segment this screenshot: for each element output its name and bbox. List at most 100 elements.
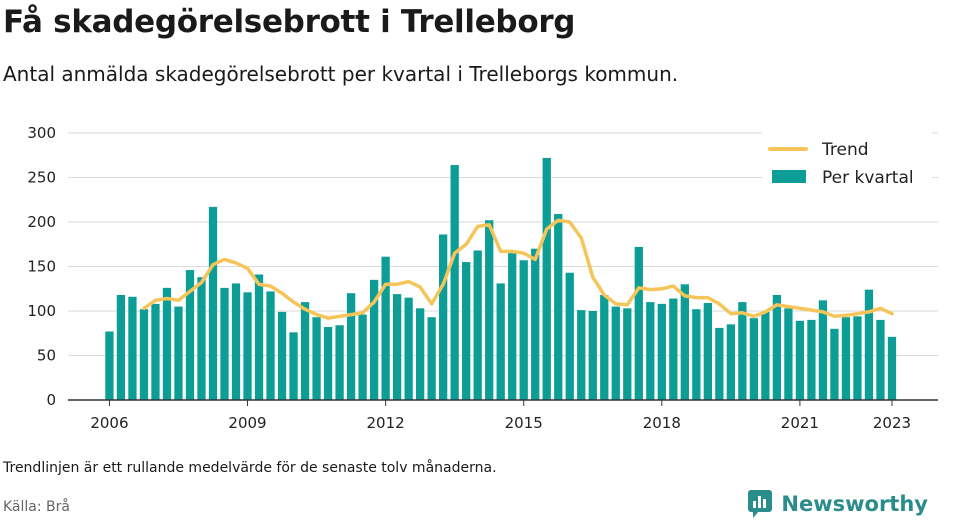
bar-per-kvartal bbox=[404, 297, 413, 400]
bar-per-kvartal bbox=[369, 279, 379, 400]
y-tick-label: 100 bbox=[27, 302, 56, 320]
brand-name: Newsworthy bbox=[781, 492, 928, 516]
bar-per-kvartal bbox=[818, 300, 828, 400]
bar-per-kvartal bbox=[116, 294, 126, 400]
bar-per-kvartal bbox=[703, 302, 712, 400]
bar-per-kvartal bbox=[231, 283, 241, 400]
newsworthy-logo-icon bbox=[748, 490, 773, 518]
bar-per-kvartal bbox=[174, 306, 183, 400]
bar-per-kvartal bbox=[289, 332, 298, 400]
chart-subtitle: Antal anmälda skadegörelsebrott per kvar… bbox=[3, 62, 679, 86]
legend-trend-label: Trend bbox=[821, 140, 869, 160]
bar-per-kvartal bbox=[784, 308, 793, 400]
bar-per-kvartal bbox=[669, 298, 678, 400]
bar-per-kvartal bbox=[646, 302, 655, 400]
bar-per-kvartal bbox=[185, 270, 195, 400]
bar-per-kvartal bbox=[346, 293, 356, 400]
bar-per-kvartal bbox=[761, 311, 770, 400]
legend: Trend Per kvartal bbox=[762, 130, 932, 196]
bar-per-kvartal bbox=[807, 319, 816, 400]
bar-per-kvartal bbox=[496, 283, 505, 400]
bar-per-kvartal bbox=[715, 327, 724, 400]
x-tick-label: 2006 bbox=[90, 414, 128, 432]
bar-per-kvartal bbox=[726, 324, 735, 400]
chart-title: Få skadegörelsebrott i Trelleborg bbox=[3, 4, 576, 40]
bar-per-kvartal bbox=[554, 213, 563, 400]
bar-per-kvartal bbox=[381, 256, 390, 400]
bar-per-kvartal bbox=[266, 291, 275, 400]
bar-per-kvartal bbox=[197, 277, 206, 400]
bar-per-kvartal bbox=[139, 309, 149, 400]
newsworthy-logo[interactable]: Newsworthy bbox=[747, 489, 928, 519]
bar-per-kvartal bbox=[416, 308, 425, 400]
axes: 0 50 100 150 200 250 300 2006 2009 2012 2015 2018 20… bbox=[27, 124, 938, 432]
bar-per-kvartal bbox=[462, 262, 471, 400]
bar-per-kvartal bbox=[692, 309, 701, 400]
y-tick-label: 200 bbox=[27, 213, 56, 231]
bar-per-kvartal bbox=[542, 157, 551, 400]
bar-per-kvartal bbox=[151, 303, 160, 400]
y-tick-label: 250 bbox=[27, 169, 56, 187]
bar-per-kvartal bbox=[531, 248, 540, 400]
bar-per-kvartal bbox=[323, 327, 333, 400]
bar-per-kvartal bbox=[312, 317, 321, 400]
y-tick-label: 150 bbox=[27, 258, 56, 276]
bar-per-kvartal bbox=[208, 206, 218, 400]
source-credit: Källa: Brå bbox=[3, 499, 70, 515]
trend-series bbox=[142, 218, 894, 320]
bar-per-kvartal bbox=[335, 325, 344, 400]
bar-per-kvartal bbox=[565, 272, 574, 400]
bar-per-kvartal bbox=[657, 303, 666, 400]
bar-per-kvartal bbox=[749, 318, 759, 400]
bar-per-kvartal bbox=[623, 308, 632, 400]
bar-series bbox=[105, 157, 897, 400]
bar-per-kvartal bbox=[772, 294, 782, 400]
bar-per-kvartal bbox=[841, 317, 851, 400]
bar-per-kvartal bbox=[358, 314, 367, 400]
footnote: Trendlinjen är ett rullande medelvärde f… bbox=[3, 460, 497, 476]
bar-per-kvartal bbox=[634, 246, 643, 400]
x-tick-label: 2023 bbox=[873, 414, 911, 432]
bar-per-kvartal bbox=[876, 319, 885, 400]
bar-per-kvartal bbox=[243, 292, 252, 400]
bar-per-kvartal bbox=[795, 320, 805, 400]
bar-per-kvartal bbox=[427, 317, 436, 400]
bar-per-kvartal bbox=[519, 260, 528, 400]
legend-bars-label: Per kvartal bbox=[822, 168, 914, 188]
legend-bars-swatch bbox=[772, 170, 806, 183]
y-tick-label: 50 bbox=[37, 347, 56, 365]
x-tick-label: 2015 bbox=[505, 414, 543, 432]
bar-per-kvartal bbox=[392, 294, 402, 400]
bar-per-kvartal bbox=[611, 306, 620, 400]
x-tick-label: 2009 bbox=[228, 414, 266, 432]
bar-per-kvartal bbox=[508, 253, 517, 400]
bar-per-kvartal bbox=[588, 311, 597, 400]
bar-per-kvartal bbox=[577, 310, 586, 400]
bar-per-kvartal bbox=[300, 302, 310, 400]
y-tick-label: 300 bbox=[27, 124, 56, 142]
bar-per-kvartal bbox=[254, 274, 264, 400]
bar-per-kvartal bbox=[220, 287, 229, 400]
bar-per-kvartal bbox=[105, 331, 114, 400]
bar-per-kvartal bbox=[128, 296, 137, 400]
bar-per-kvartal bbox=[450, 165, 459, 400]
bar-per-kvartal bbox=[864, 289, 874, 400]
bar-per-kvartal bbox=[887, 336, 897, 400]
bar-per-kvartal bbox=[680, 284, 689, 400]
bar-per-kvartal bbox=[473, 250, 482, 400]
bar-per-kvartal bbox=[277, 311, 287, 400]
bar-per-kvartal bbox=[853, 316, 862, 400]
legend-background bbox=[762, 130, 932, 196]
bar-per-kvartal bbox=[738, 302, 747, 400]
x-tick-label: 2021 bbox=[781, 414, 819, 432]
y-tick-label: 0 bbox=[46, 391, 56, 409]
chart-area: 0 50 100 150 200 250 300 2006 2009 2012 2015 2018 20… bbox=[27, 124, 938, 432]
bar-per-kvartal bbox=[830, 328, 839, 400]
x-tick-label: 2018 bbox=[643, 414, 681, 432]
bar-per-kvartal bbox=[162, 287, 172, 400]
x-tick-label: 2012 bbox=[367, 414, 405, 432]
bar-per-kvartal bbox=[600, 294, 609, 400]
bar-per-kvartal bbox=[485, 220, 494, 400]
bar-per-kvartal bbox=[439, 234, 448, 400]
trend-line bbox=[142, 218, 894, 320]
